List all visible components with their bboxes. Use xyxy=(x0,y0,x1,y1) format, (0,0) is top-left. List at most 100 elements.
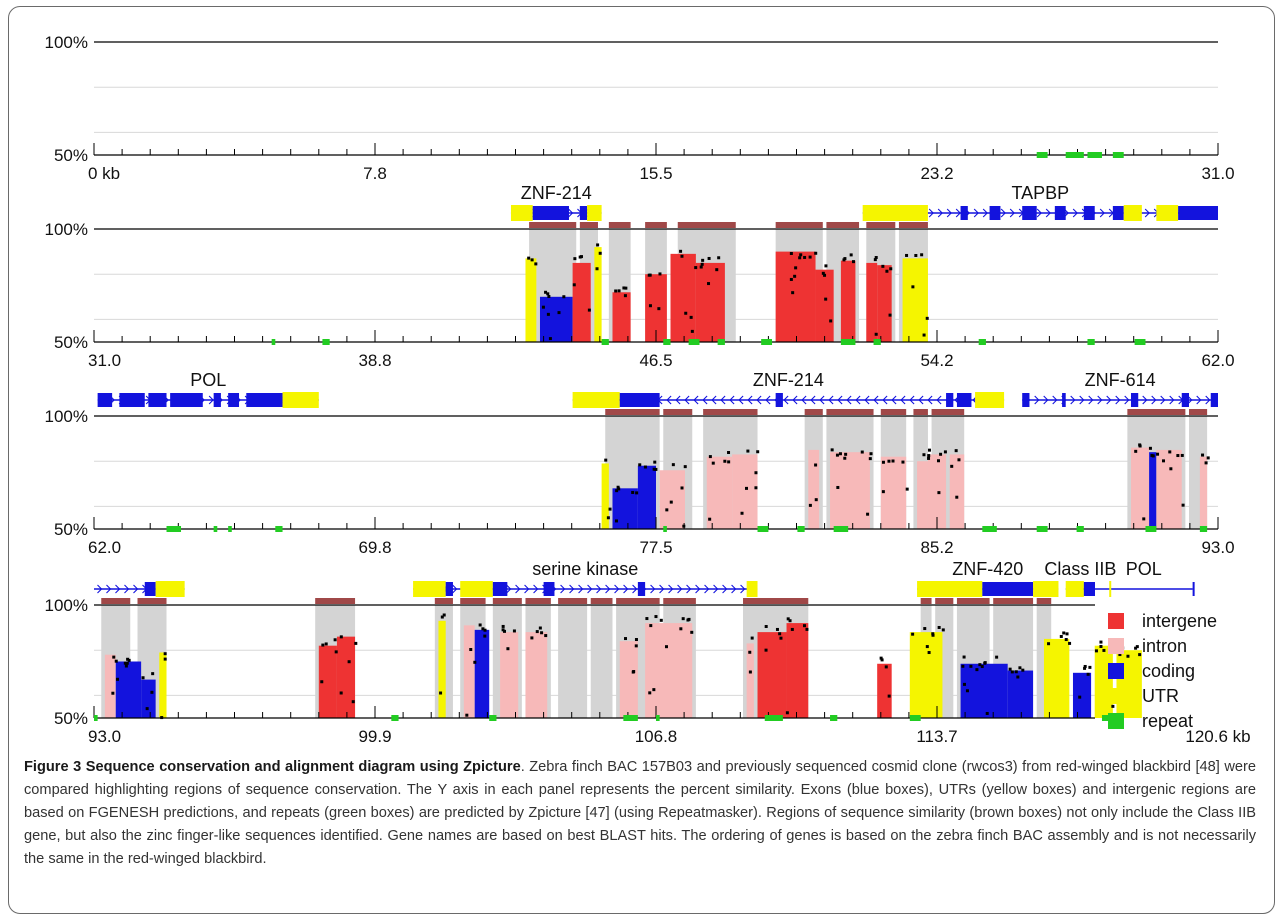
similarity-dot xyxy=(351,700,355,704)
similarity-dot xyxy=(836,485,840,489)
similarity-dot xyxy=(814,463,818,467)
similarity-dot xyxy=(791,291,795,295)
strand-chevron xyxy=(720,395,726,405)
strand-chevron xyxy=(1000,208,1006,218)
region-intergene xyxy=(786,623,809,718)
x-tick-label: 38.8 xyxy=(358,351,391,370)
x-tick-label: 7.8 xyxy=(363,164,387,183)
similarity-dot xyxy=(648,691,652,695)
similarity-dot xyxy=(339,691,343,695)
similarity-dot xyxy=(881,460,885,464)
similarity-dot xyxy=(873,258,877,262)
similarity-dot xyxy=(439,691,443,695)
panel-3: POL ZNF-214 ZNF-614 100% 50%62.0 69.8 77.5 85.2… xyxy=(45,370,1235,557)
panel-1: 100% 50%0 kb 7.8 15.5 23.2 31.0 xyxy=(45,33,1235,183)
strand-chevron xyxy=(792,395,798,405)
strand-chevron xyxy=(846,395,852,405)
similarity-dot xyxy=(333,638,337,642)
exon-coding xyxy=(1112,206,1124,220)
region-intergene xyxy=(612,292,631,342)
similarity-dot xyxy=(844,452,848,456)
region-utr xyxy=(902,258,928,342)
exon-coding xyxy=(775,393,783,407)
similarity-dot xyxy=(1065,632,1069,636)
similarity-dot xyxy=(1099,640,1103,644)
strand-chevron xyxy=(765,395,771,405)
similarity-dot xyxy=(922,453,926,457)
strand-chevron xyxy=(452,584,458,594)
similarity-dot xyxy=(631,490,635,494)
similarity-dot xyxy=(775,627,779,631)
similarity-dot xyxy=(927,454,931,458)
similarity-dot xyxy=(124,664,128,668)
similarity-dot xyxy=(708,517,712,521)
strand-chevron xyxy=(1106,395,1112,405)
similarity-box xyxy=(898,222,928,228)
similarity-dot xyxy=(163,657,167,661)
similarity-dot xyxy=(538,626,542,630)
similarity-dot xyxy=(578,255,582,259)
similarity-box xyxy=(826,409,874,415)
similarity-dot xyxy=(151,672,155,676)
similarity-box xyxy=(663,598,696,604)
similarity-dot xyxy=(1068,641,1072,645)
similarity-dot xyxy=(1064,638,1068,642)
similarity-box xyxy=(616,598,660,604)
repeat-box xyxy=(1134,339,1146,345)
similarity-dot xyxy=(803,255,807,259)
strand-chevron xyxy=(819,395,825,405)
strand-chevron xyxy=(1124,395,1130,405)
similarity-dot xyxy=(608,507,612,511)
similarity-dot xyxy=(652,688,656,692)
similarity-dot xyxy=(748,650,752,654)
similarity-dot xyxy=(123,661,127,665)
region-coding xyxy=(115,661,142,718)
similarity-dot xyxy=(635,491,639,495)
exon-utr xyxy=(862,205,928,221)
caption-title: Figure 3 Sequence conservation and align… xyxy=(24,759,521,775)
strand-chevron xyxy=(133,584,139,594)
similarity-dot xyxy=(638,463,642,467)
similarity-dot xyxy=(587,308,591,312)
similarity-dot xyxy=(1088,665,1092,669)
similarity-box xyxy=(434,598,453,604)
strand-chevron xyxy=(702,395,708,405)
similarity-dot xyxy=(654,615,658,619)
strand-chevron xyxy=(810,395,816,405)
similarity-dot xyxy=(699,265,703,269)
panel-4: serine kinase ZNF-420 Class IIB POL100%50%9… xyxy=(45,559,1251,746)
similarity-dot xyxy=(632,670,636,674)
similarity-dot xyxy=(665,508,669,512)
region-intergene xyxy=(572,262,591,342)
strand-chevron xyxy=(115,584,121,594)
region-intron xyxy=(1156,449,1182,529)
exon-utr xyxy=(282,392,319,408)
strand-chevron xyxy=(713,584,719,594)
similarity-dot xyxy=(624,637,628,641)
similarity-dot xyxy=(842,258,846,262)
similarity-dot xyxy=(764,625,768,629)
region-intron xyxy=(830,452,870,529)
gene-label: ZNF-214 xyxy=(753,370,824,390)
similarity-dot xyxy=(911,285,915,289)
similarity-dot xyxy=(616,485,620,489)
similarity-dot xyxy=(679,627,683,631)
x-tick-label: 120.6 kb xyxy=(1185,727,1250,746)
strand-chevron xyxy=(704,584,710,594)
similarity-dot xyxy=(1180,453,1184,457)
similarity-dot xyxy=(790,627,794,631)
legend-label-repeat: repeat xyxy=(1142,711,1193,731)
region-intergene xyxy=(318,645,337,718)
strand-chevron xyxy=(1088,395,1094,405)
x-tick-label: 99.9 xyxy=(358,727,391,746)
similarity-dot xyxy=(1138,444,1142,448)
similarity-dot xyxy=(936,459,940,463)
similarity-dot xyxy=(1099,644,1103,648)
similarity-dot xyxy=(860,450,864,454)
similarity-dot xyxy=(624,286,628,290)
similarity-dot xyxy=(778,632,782,636)
similarity-dot xyxy=(1086,672,1090,676)
similarity-box xyxy=(956,598,990,604)
similarity-dot xyxy=(869,452,873,456)
